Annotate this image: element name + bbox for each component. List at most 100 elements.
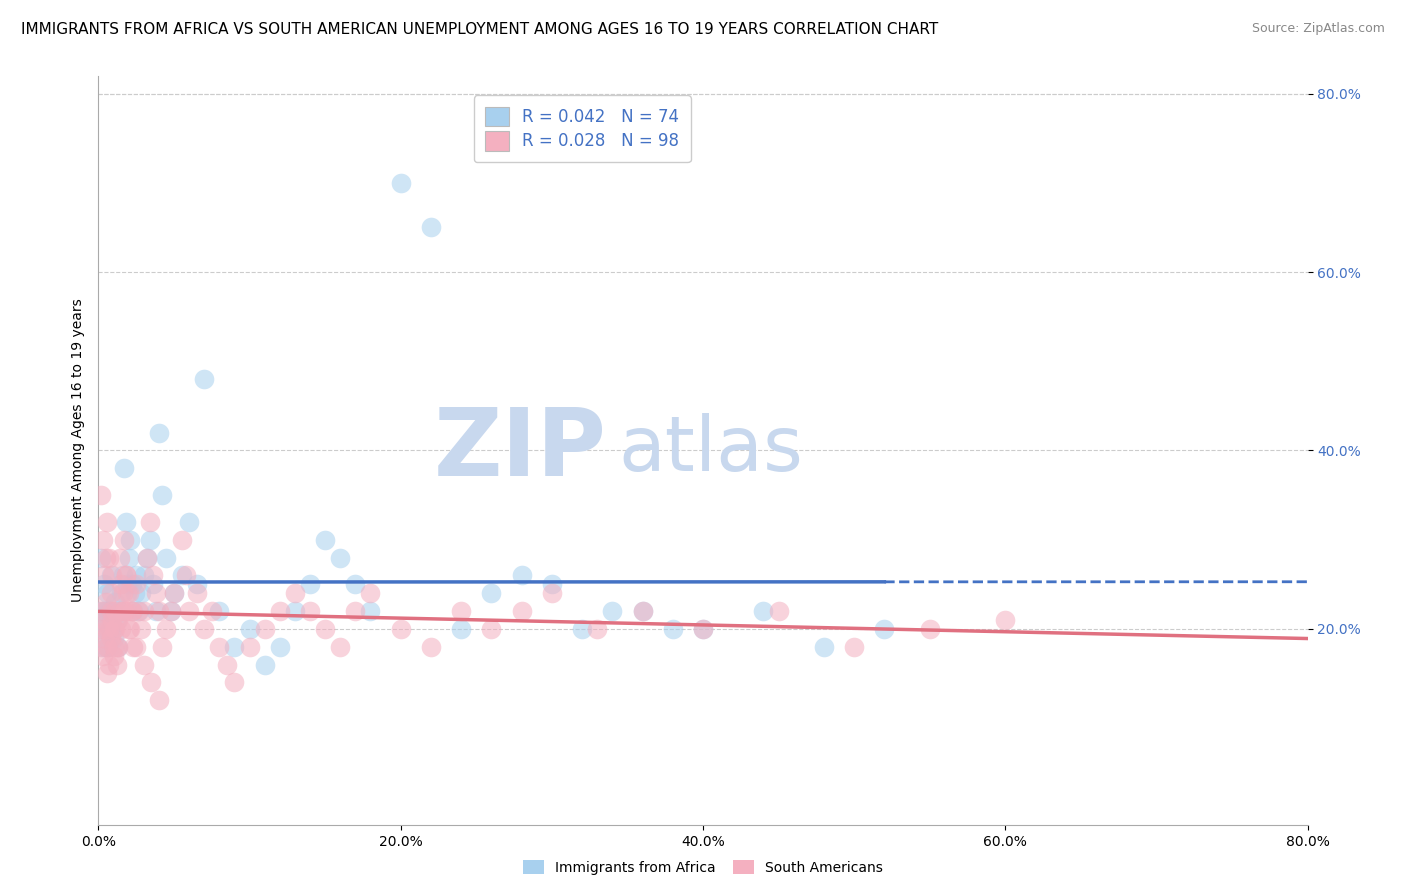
- Point: [481, 622, 503, 636]
- Point: [208, 640, 231, 654]
- Point: [101, 568, 124, 582]
- Point: [170, 533, 193, 547]
- Point: [129, 586, 152, 600]
- Point: [105, 640, 128, 654]
- Y-axis label: Unemployment Among Ages 16 to 19 years: Unemployment Among Ages 16 to 19 years: [70, 299, 84, 602]
- Point: [813, 640, 835, 654]
- Point: [163, 586, 186, 600]
- Point: [108, 604, 131, 618]
- Point: [115, 586, 138, 600]
- Point: [132, 568, 155, 582]
- Point: [139, 533, 162, 547]
- Point: [510, 568, 533, 582]
- Point: [120, 622, 142, 636]
- Point: [420, 220, 443, 235]
- Point: [420, 640, 443, 654]
- Point: [120, 533, 142, 547]
- Point: [96, 666, 118, 681]
- Point: [114, 515, 136, 529]
- Point: [481, 586, 503, 600]
- Point: [314, 622, 336, 636]
- Point: [90, 550, 112, 565]
- Point: [110, 622, 132, 636]
- Point: [93, 577, 115, 591]
- Point: [91, 648, 114, 663]
- Point: [112, 533, 135, 547]
- Point: [844, 640, 866, 654]
- Point: [193, 622, 215, 636]
- Point: [125, 568, 148, 582]
- Point: [118, 586, 141, 600]
- Point: [98, 604, 121, 618]
- Point: [125, 577, 148, 591]
- Point: [100, 622, 122, 636]
- Point: [129, 622, 152, 636]
- Point: [142, 568, 165, 582]
- Point: [344, 577, 367, 591]
- Point: [103, 640, 125, 654]
- Point: [91, 640, 114, 654]
- Point: [918, 622, 941, 636]
- Point: [90, 640, 112, 654]
- Text: IMMIGRANTS FROM AFRICA VS SOUTH AMERICAN UNEMPLOYMENT AMONG AGES 16 TO 19 YEARS : IMMIGRANTS FROM AFRICA VS SOUTH AMERICAN…: [21, 22, 938, 37]
- Point: [89, 604, 111, 618]
- Point: [201, 604, 224, 618]
- Point: [111, 586, 134, 600]
- Point: [100, 604, 122, 618]
- Point: [111, 568, 134, 582]
- Point: [121, 604, 143, 618]
- Point: [110, 586, 132, 600]
- Text: Source: ZipAtlas.com: Source: ZipAtlas.com: [1251, 22, 1385, 36]
- Point: [631, 604, 654, 618]
- Point: [163, 586, 186, 600]
- Point: [389, 176, 412, 190]
- Point: [160, 604, 183, 618]
- Point: [89, 622, 111, 636]
- Point: [112, 461, 135, 475]
- Point: [107, 613, 129, 627]
- Point: [94, 550, 117, 565]
- Point: [329, 550, 352, 565]
- Point: [269, 604, 291, 618]
- Point: [602, 604, 624, 618]
- Point: [104, 595, 127, 609]
- Point: [179, 515, 201, 529]
- Point: [314, 533, 336, 547]
- Point: [155, 550, 177, 565]
- Point: [122, 640, 145, 654]
- Point: [692, 622, 714, 636]
- Point: [389, 622, 412, 636]
- Point: [571, 622, 593, 636]
- Point: [174, 568, 197, 582]
- Point: [150, 640, 173, 654]
- Point: [100, 631, 122, 645]
- Point: [186, 586, 208, 600]
- Point: [344, 604, 367, 618]
- Point: [115, 577, 138, 591]
- Point: [93, 568, 115, 582]
- Point: [98, 622, 121, 636]
- Point: [114, 568, 136, 582]
- Point: [299, 604, 322, 618]
- Point: [142, 577, 165, 591]
- Point: [100, 586, 122, 600]
- Point: [104, 604, 127, 618]
- Point: [93, 622, 115, 636]
- Point: [193, 372, 215, 386]
- Point: [124, 586, 146, 600]
- Point: [103, 648, 125, 663]
- Point: [145, 604, 167, 618]
- Point: [269, 640, 291, 654]
- Point: [101, 613, 124, 627]
- Point: [160, 604, 183, 618]
- Point: [873, 622, 896, 636]
- Point: [253, 622, 276, 636]
- Point: [94, 595, 117, 609]
- Point: [145, 586, 167, 600]
- Point: [135, 550, 157, 565]
- Point: [103, 604, 125, 618]
- Point: [239, 622, 262, 636]
- Point: [661, 622, 683, 636]
- Point: [139, 515, 162, 529]
- Point: [118, 622, 141, 636]
